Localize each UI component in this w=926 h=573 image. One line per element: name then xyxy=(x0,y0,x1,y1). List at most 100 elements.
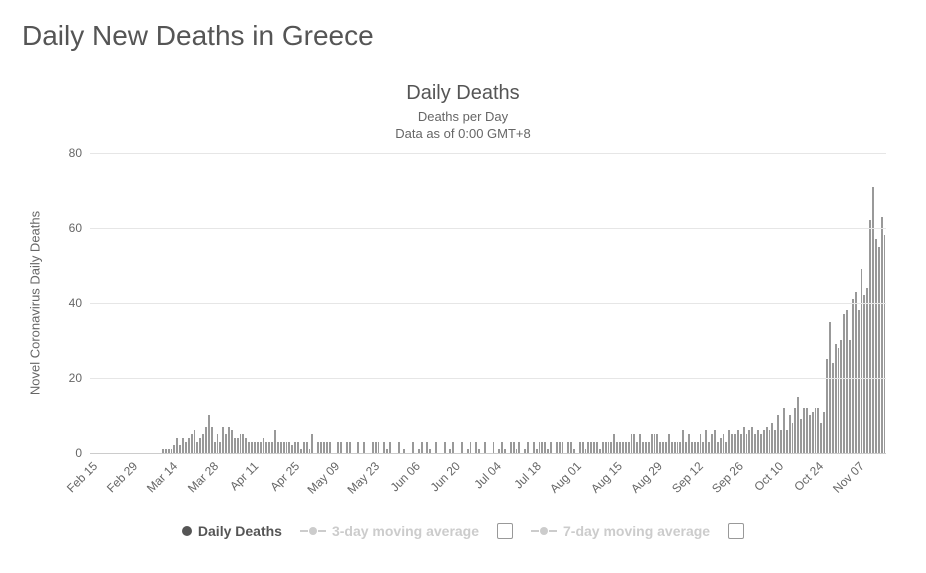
bar[interactable] xyxy=(872,187,874,453)
bar[interactable] xyxy=(205,427,207,453)
bar[interactable] xyxy=(654,434,656,453)
bar[interactable] xyxy=(426,442,428,453)
bar[interactable] xyxy=(855,292,857,453)
bar[interactable] xyxy=(766,427,768,453)
bar[interactable] xyxy=(257,442,259,453)
bar[interactable] xyxy=(725,442,727,453)
bar[interactable] xyxy=(648,442,650,453)
bar[interactable] xyxy=(631,434,633,453)
bar[interactable] xyxy=(806,408,808,453)
bar[interactable] xyxy=(340,442,342,453)
bar[interactable] xyxy=(182,438,184,453)
bar[interactable] xyxy=(809,415,811,453)
bar[interactable] xyxy=(283,442,285,453)
bar[interactable] xyxy=(628,442,630,453)
bar[interactable] xyxy=(815,408,817,453)
bar[interactable] xyxy=(694,442,696,453)
bar[interactable] xyxy=(222,427,224,453)
bar[interactable] xyxy=(234,438,236,453)
bar[interactable] xyxy=(619,442,621,453)
bar[interactable] xyxy=(625,442,627,453)
bar[interactable] xyxy=(786,430,788,453)
bar[interactable] xyxy=(237,438,239,453)
bar[interactable] xyxy=(475,442,477,453)
bar[interactable] xyxy=(751,427,753,453)
bar[interactable] xyxy=(590,442,592,453)
bar[interactable] xyxy=(668,434,670,453)
bar[interactable] xyxy=(677,442,679,453)
bar[interactable] xyxy=(662,442,664,453)
bar[interactable] xyxy=(723,434,725,453)
bar[interactable] xyxy=(219,442,221,453)
bar[interactable] xyxy=(665,442,667,453)
bar[interactable] xyxy=(320,442,322,453)
bar[interactable] xyxy=(518,442,520,453)
bar[interactable] xyxy=(610,442,612,453)
bar[interactable] xyxy=(774,430,776,453)
bar[interactable] xyxy=(702,442,704,453)
bar[interactable] xyxy=(317,442,319,453)
bar[interactable] xyxy=(188,438,190,453)
bar[interactable] xyxy=(671,442,673,453)
bar[interactable] xyxy=(700,434,702,453)
bar[interactable] xyxy=(337,442,339,453)
bar[interactable] xyxy=(493,442,495,453)
bar[interactable] xyxy=(280,442,282,453)
bar[interactable] xyxy=(286,442,288,453)
bar[interactable] xyxy=(645,442,647,453)
bar[interactable] xyxy=(363,442,365,453)
bar[interactable] xyxy=(501,442,503,453)
bar[interactable] xyxy=(608,442,610,453)
bar[interactable] xyxy=(769,430,771,453)
bar[interactable] xyxy=(803,408,805,453)
bar[interactable] xyxy=(622,442,624,453)
bar[interactable] xyxy=(484,442,486,453)
bar[interactable] xyxy=(398,442,400,453)
bar[interactable] xyxy=(852,299,854,453)
bar[interactable] xyxy=(587,442,589,453)
legend-item[interactable]: 7-day moving average xyxy=(531,523,710,539)
bar[interactable] xyxy=(840,340,842,453)
bar[interactable] xyxy=(277,442,279,453)
bar[interactable] xyxy=(268,442,270,453)
bar[interactable] xyxy=(582,442,584,453)
bar[interactable] xyxy=(861,269,863,453)
bar[interactable] xyxy=(550,442,552,453)
bar[interactable] xyxy=(217,434,219,453)
bar[interactable] xyxy=(539,442,541,453)
bar[interactable] xyxy=(884,235,886,453)
bar[interactable] xyxy=(705,430,707,453)
bar[interactable] xyxy=(843,314,845,453)
bar[interactable] xyxy=(593,442,595,453)
bar[interactable] xyxy=(245,438,247,453)
bar[interactable] xyxy=(544,442,546,453)
bar[interactable] xyxy=(326,442,328,453)
bar[interactable] xyxy=(452,442,454,453)
bar[interactable] xyxy=(714,430,716,453)
legend-checkbox[interactable] xyxy=(497,523,513,539)
bar[interactable] xyxy=(849,340,851,453)
bar[interactable] xyxy=(176,438,178,453)
bar[interactable] xyxy=(297,442,299,453)
bar[interactable] xyxy=(202,434,204,453)
bar[interactable] xyxy=(435,442,437,453)
bar[interactable] xyxy=(179,445,181,453)
bar[interactable] xyxy=(251,442,253,453)
bar[interactable] xyxy=(875,239,877,453)
bar[interactable] xyxy=(858,310,860,453)
bar[interactable] xyxy=(636,442,638,453)
bar[interactable] xyxy=(656,434,658,453)
bar[interactable] xyxy=(389,442,391,453)
bar[interactable] xyxy=(533,442,535,453)
bar[interactable] xyxy=(240,434,242,453)
bar[interactable] xyxy=(605,442,607,453)
bar[interactable] xyxy=(800,419,802,453)
bar[interactable] xyxy=(346,442,348,453)
bar[interactable] xyxy=(659,442,661,453)
bar[interactable] xyxy=(697,442,699,453)
bar[interactable] xyxy=(728,430,730,453)
bar[interactable] xyxy=(248,442,250,453)
bar[interactable] xyxy=(372,442,374,453)
bar[interactable] xyxy=(711,434,713,453)
bar[interactable] xyxy=(832,363,834,453)
